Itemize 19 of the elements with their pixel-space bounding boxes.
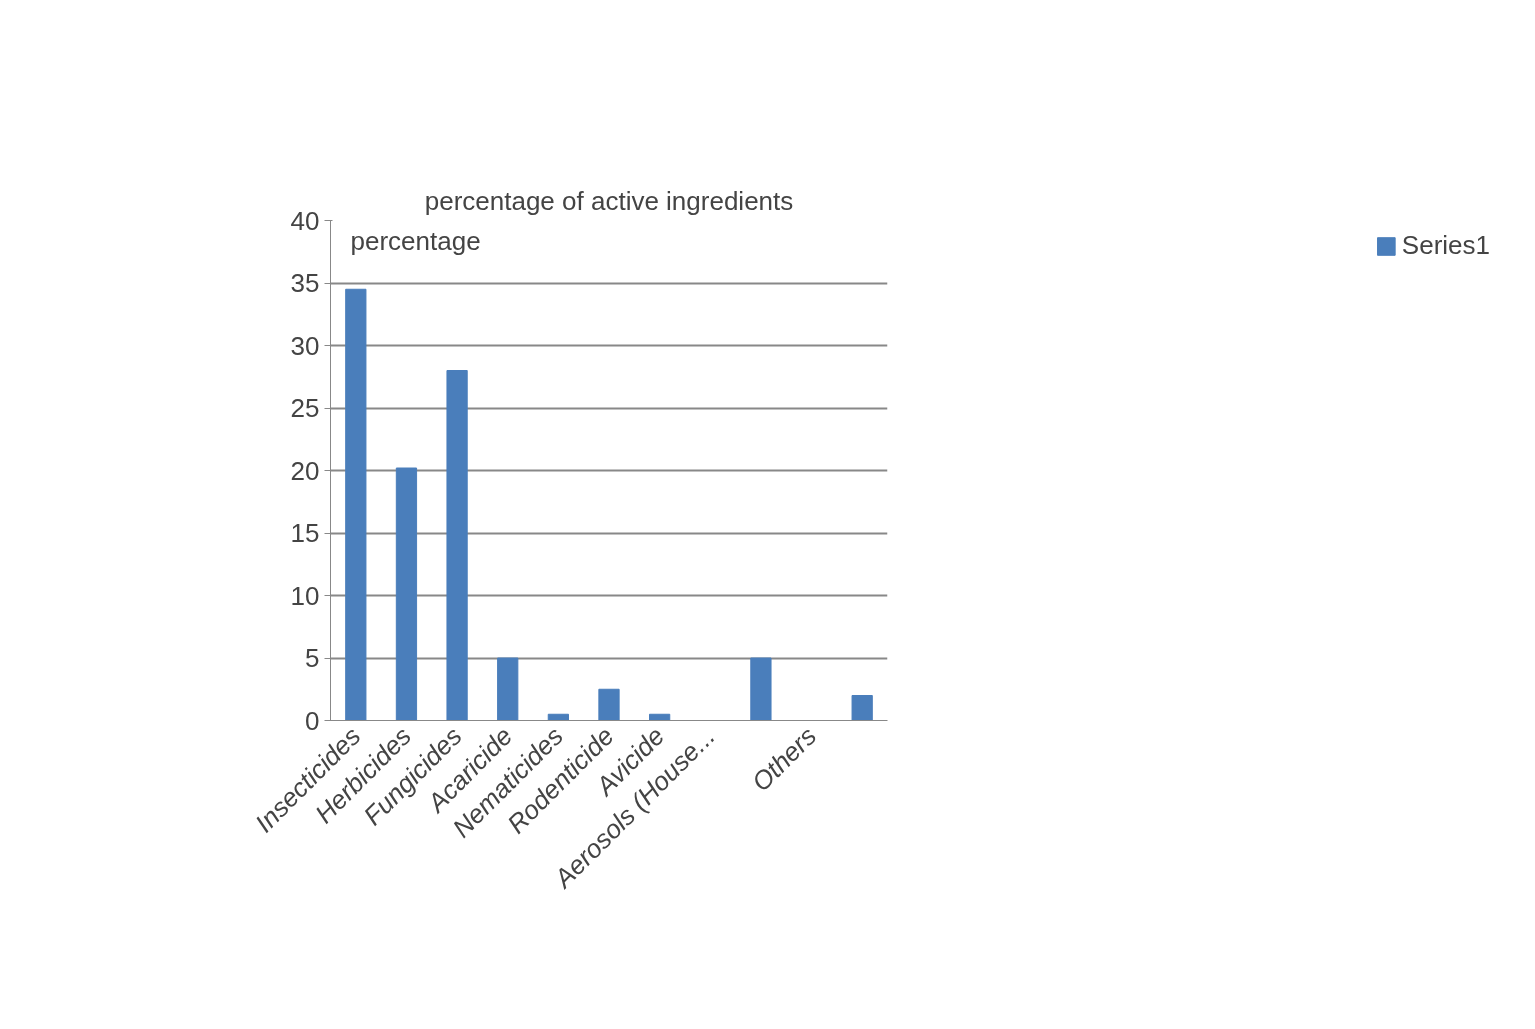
y-tick-label: 5 xyxy=(305,643,320,673)
bar xyxy=(598,688,620,721)
y-tick-label: 20 xyxy=(290,455,320,486)
y-tick-label: 35 xyxy=(290,268,320,298)
bar xyxy=(446,370,468,721)
bar xyxy=(345,288,367,721)
bar xyxy=(395,467,418,721)
y-tick-label: 30 xyxy=(290,330,320,361)
legend-label: Series1 xyxy=(1401,230,1490,261)
y-tick-label: 15 xyxy=(290,518,320,548)
bar xyxy=(750,657,772,721)
bar xyxy=(497,657,519,721)
chart-title: percentage of active ingredients xyxy=(424,185,794,216)
bar xyxy=(851,695,873,721)
y-tick-label: 10 xyxy=(290,580,320,611)
y-tick-label: 25 xyxy=(290,393,320,423)
y-tick-label: 40 xyxy=(290,205,320,236)
y-axis-title: percentage xyxy=(350,225,481,256)
y-tick-label: 0 xyxy=(305,705,320,736)
